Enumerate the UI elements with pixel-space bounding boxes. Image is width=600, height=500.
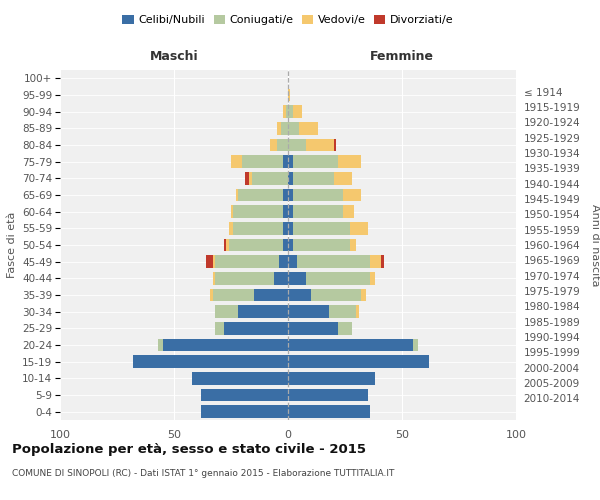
Bar bbox=[192, 372, 288, 384]
Bar bbox=[238, 188, 283, 201]
Bar bbox=[288, 188, 293, 201]
Bar bbox=[338, 322, 352, 334]
Bar bbox=[288, 406, 370, 418]
Bar bbox=[338, 156, 361, 168]
Bar bbox=[293, 106, 302, 118]
Bar bbox=[133, 356, 288, 368]
Bar bbox=[283, 106, 286, 118]
Bar bbox=[233, 222, 283, 234]
Bar bbox=[288, 272, 306, 284]
Bar bbox=[224, 322, 288, 334]
Bar bbox=[213, 289, 254, 301]
Bar bbox=[293, 239, 350, 251]
Bar bbox=[293, 156, 338, 168]
Bar bbox=[236, 188, 238, 201]
Bar bbox=[288, 122, 299, 134]
Bar bbox=[233, 206, 283, 218]
Text: COMUNE DI SINOPOLI (RC) - Dati ISTAT 1° gennaio 2015 - Elaborazione TUTTITALIA.I: COMUNE DI SINOPOLI (RC) - Dati ISTAT 1° … bbox=[12, 469, 394, 478]
Bar bbox=[277, 138, 288, 151]
Bar bbox=[283, 239, 288, 251]
Bar bbox=[163, 339, 288, 351]
Bar bbox=[279, 256, 288, 268]
Bar bbox=[254, 289, 288, 301]
Bar bbox=[288, 206, 293, 218]
Bar bbox=[286, 106, 288, 118]
Bar bbox=[215, 256, 279, 268]
Y-axis label: Anni di nascita: Anni di nascita bbox=[590, 204, 600, 286]
Bar bbox=[293, 206, 343, 218]
Bar bbox=[211, 289, 213, 301]
Bar bbox=[288, 372, 374, 384]
Bar bbox=[213, 272, 215, 284]
Bar bbox=[361, 289, 365, 301]
Bar bbox=[245, 172, 249, 184]
Bar bbox=[229, 222, 233, 234]
Text: Maschi: Maschi bbox=[149, 50, 199, 64]
Bar bbox=[306, 272, 370, 284]
Bar bbox=[370, 256, 382, 268]
Bar bbox=[288, 239, 293, 251]
Bar bbox=[251, 172, 288, 184]
Bar bbox=[206, 256, 213, 268]
Bar bbox=[370, 272, 374, 284]
Bar bbox=[283, 188, 288, 201]
Bar bbox=[229, 239, 283, 251]
Bar bbox=[329, 306, 356, 318]
Bar bbox=[215, 272, 274, 284]
Bar bbox=[288, 289, 311, 301]
Text: Femmine: Femmine bbox=[370, 50, 434, 64]
Bar bbox=[283, 156, 288, 168]
Bar bbox=[334, 172, 352, 184]
Bar bbox=[158, 339, 163, 351]
Legend: Celibi/Nubili, Coniugati/e, Vedovi/e, Divorziati/e: Celibi/Nubili, Coniugati/e, Vedovi/e, Di… bbox=[118, 10, 458, 30]
Bar bbox=[343, 188, 361, 201]
Bar bbox=[249, 172, 251, 184]
Text: Popolazione per età, sesso e stato civile - 2015: Popolazione per età, sesso e stato civil… bbox=[12, 442, 366, 456]
Bar bbox=[226, 239, 229, 251]
Bar bbox=[231, 206, 233, 218]
Bar bbox=[202, 406, 288, 418]
Bar bbox=[288, 256, 297, 268]
Bar bbox=[382, 256, 384, 268]
Bar bbox=[283, 222, 288, 234]
Bar bbox=[281, 122, 288, 134]
Bar bbox=[288, 306, 329, 318]
Bar bbox=[356, 306, 359, 318]
Bar bbox=[274, 272, 288, 284]
Bar bbox=[213, 256, 215, 268]
Bar bbox=[306, 138, 334, 151]
Bar bbox=[231, 156, 242, 168]
Bar bbox=[288, 172, 293, 184]
Bar bbox=[299, 122, 317, 134]
Bar bbox=[215, 306, 238, 318]
Bar bbox=[413, 339, 418, 351]
Bar bbox=[288, 356, 430, 368]
Bar bbox=[277, 122, 281, 134]
Bar bbox=[288, 89, 290, 101]
Bar bbox=[238, 306, 288, 318]
Bar bbox=[350, 239, 356, 251]
Bar bbox=[288, 339, 413, 351]
Bar bbox=[288, 389, 368, 401]
Bar bbox=[350, 222, 368, 234]
Bar bbox=[297, 256, 370, 268]
Bar bbox=[242, 156, 283, 168]
Bar bbox=[311, 289, 361, 301]
Bar bbox=[293, 188, 343, 201]
Bar bbox=[283, 206, 288, 218]
Bar bbox=[293, 172, 334, 184]
Bar bbox=[215, 322, 224, 334]
Bar bbox=[334, 138, 336, 151]
Bar bbox=[288, 156, 293, 168]
Bar bbox=[224, 239, 226, 251]
Bar bbox=[293, 222, 350, 234]
Bar bbox=[288, 138, 306, 151]
Y-axis label: Fasce di età: Fasce di età bbox=[7, 212, 17, 278]
Bar bbox=[288, 106, 293, 118]
Bar bbox=[288, 222, 293, 234]
Bar bbox=[270, 138, 277, 151]
Bar bbox=[343, 206, 354, 218]
Bar bbox=[202, 389, 288, 401]
Bar bbox=[288, 322, 338, 334]
